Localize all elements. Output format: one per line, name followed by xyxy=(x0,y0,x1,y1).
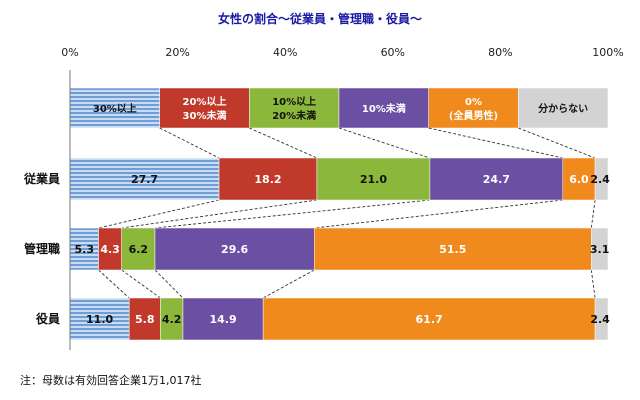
legend-label: 20%以上 xyxy=(183,95,227,108)
data-label: 61.7 xyxy=(416,313,443,326)
legend-label: 分からない xyxy=(538,102,588,115)
data-label: 18.2 xyxy=(254,173,281,186)
connector-line xyxy=(249,127,318,159)
data-label: 3.1 xyxy=(590,243,610,256)
data-label: 4.3 xyxy=(100,243,120,256)
bar-segment xyxy=(594,297,609,341)
bar-segment xyxy=(562,157,596,201)
bar-segment xyxy=(594,157,609,201)
data-label: 11.0 xyxy=(86,313,113,326)
x-tick-label: 60% xyxy=(381,46,405,59)
legend-swatch xyxy=(69,87,160,129)
x-tick-label: 0% xyxy=(61,46,78,59)
connector-line xyxy=(428,127,563,159)
data-label: 27.7 xyxy=(131,173,158,186)
legend-swatch xyxy=(159,87,250,129)
connector-line xyxy=(121,269,161,299)
bar-segment xyxy=(128,297,161,341)
bar-segment xyxy=(69,157,220,201)
connector-line xyxy=(590,269,596,299)
legend-swatch xyxy=(338,87,429,129)
data-label: 5.3 xyxy=(75,243,95,256)
bar-segment xyxy=(121,227,156,271)
data-label: 6.2 xyxy=(129,243,149,256)
bar-group: 11.0 5.8 4.2 14.9 61.7 2.4 xyxy=(69,297,610,341)
legend-swatch xyxy=(518,87,609,129)
category-label: 役員 xyxy=(36,311,60,326)
legend-label: 30%以上 xyxy=(93,102,137,115)
footnote: 注：母数は有効回答企業1万1,017社 xyxy=(20,373,202,387)
connector-line xyxy=(98,199,220,229)
legend-swatch xyxy=(428,87,519,129)
category-label: 管理職 xyxy=(24,241,60,256)
chart-title: 女性の割合～従業員・管理職・役員～ xyxy=(218,11,422,26)
connector-line xyxy=(338,127,431,159)
bar-segment xyxy=(154,227,315,271)
x-tick-label: 100% xyxy=(592,46,623,59)
legend-label: 10%以上 xyxy=(272,95,316,108)
data-label: 29.6 xyxy=(221,243,248,256)
connector-line xyxy=(159,127,220,159)
connector-line xyxy=(121,199,318,229)
x-tick-label: 40% xyxy=(273,46,297,59)
data-label: 21.0 xyxy=(360,173,387,186)
data-label: 4.2 xyxy=(162,313,182,326)
data-label: 2.4 xyxy=(590,313,610,326)
category-label: 従業員 xyxy=(23,171,60,186)
data-label: 14.9 xyxy=(209,313,236,326)
data-label: 24.7 xyxy=(483,173,510,186)
bar-segment xyxy=(218,157,318,201)
connector-line xyxy=(154,199,430,229)
bar-segment xyxy=(262,297,596,341)
connector-line xyxy=(314,199,563,229)
connector-line xyxy=(154,269,184,299)
x-tick-label: 80% xyxy=(488,46,512,59)
data-label: 5.8 xyxy=(135,313,155,326)
legend-label: 0% xyxy=(465,97,482,108)
legend-label: (全員男性) xyxy=(449,109,498,122)
connector-line xyxy=(590,199,596,229)
legend-swatch xyxy=(249,87,340,129)
bar-segment xyxy=(591,227,609,271)
bar-group: 27.7 18.2 21.0 24.7 6.0 2.4 xyxy=(69,157,610,201)
bar-segment xyxy=(316,157,431,201)
bars: 27.7 18.2 21.0 24.7 6.0 2.45.3 4.3 6.2 29.6 51.5 3… xyxy=(69,157,610,341)
connector-line xyxy=(262,269,315,299)
data-label: 2.4 xyxy=(590,173,610,186)
bar-group: 5.3 4.3 6.2 29.6 51.5 3.1 xyxy=(69,227,610,271)
data-label: 51.5 xyxy=(439,243,466,256)
legend-label: 30%未満 xyxy=(183,109,227,122)
data-label: 6.0 xyxy=(569,173,589,186)
x-tick-label: 20% xyxy=(165,46,189,59)
connector-lines xyxy=(98,127,596,299)
bar-segment xyxy=(314,227,592,271)
x-axis-ticks: 0% 20% 40% 60% 80% 100% xyxy=(61,46,623,59)
bar-segment xyxy=(429,157,564,201)
legend-label: 10%未満 xyxy=(362,102,406,115)
bar-segment xyxy=(69,297,130,341)
bar-segment xyxy=(182,297,264,341)
legend-label: 20%未満 xyxy=(272,109,316,122)
connector-line xyxy=(98,269,130,299)
connector-line xyxy=(518,127,596,159)
